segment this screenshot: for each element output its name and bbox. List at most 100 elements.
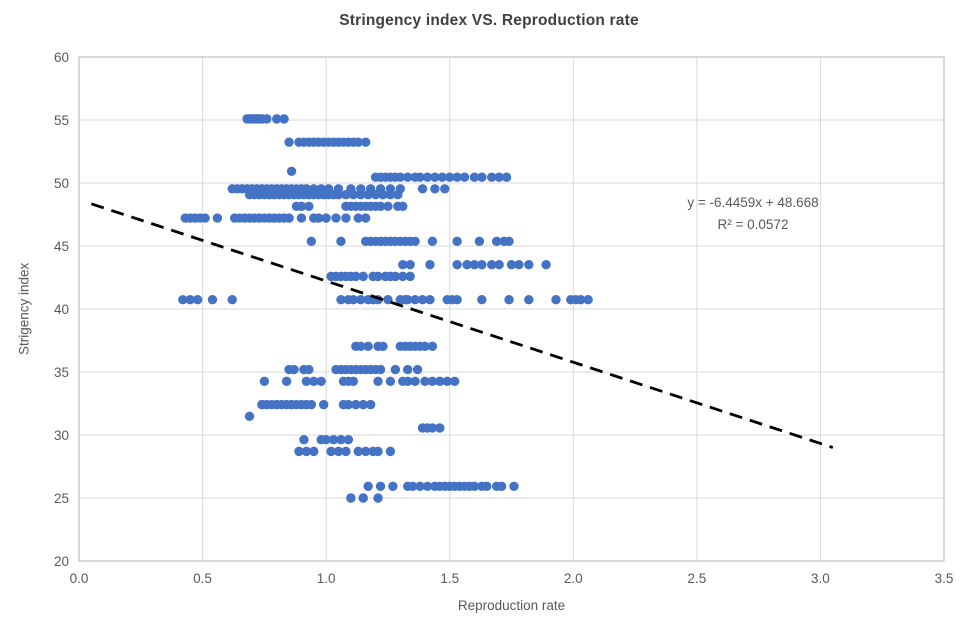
data-point (373, 271, 383, 282)
data-point (321, 434, 331, 445)
y-tick-label: 20 (54, 554, 69, 569)
data-point (474, 236, 485, 247)
data-point (504, 236, 514, 247)
data-point (341, 446, 351, 457)
data-point (358, 399, 368, 410)
data-point (405, 271, 415, 282)
data-point (333, 190, 344, 200)
data-point (343, 399, 354, 410)
data-point (398, 259, 408, 270)
data-point (430, 172, 440, 182)
data-point (279, 114, 289, 124)
data-point (491, 236, 502, 247)
y-axis-title: Strigency index (16, 262, 32, 356)
data-point (286, 166, 297, 176)
data-point (383, 201, 393, 212)
data-point (321, 213, 331, 223)
data-point (356, 190, 366, 200)
data-point (353, 137, 363, 147)
data-point (336, 294, 346, 305)
data-point (417, 294, 428, 305)
x-tick-label: 0.0 (70, 571, 89, 586)
data-point (435, 376, 445, 387)
trendline-r-squared: R² = 0.0572 (717, 217, 789, 232)
data-point (452, 172, 462, 182)
data-point (385, 446, 396, 457)
data-point (363, 481, 373, 491)
y-tick-label: 25 (54, 491, 69, 506)
data-point (407, 481, 418, 491)
x-tick-label: 0.5 (193, 571, 212, 586)
data-point (469, 481, 480, 491)
data-point (363, 341, 373, 351)
data-point (410, 236, 420, 247)
data-point (482, 481, 492, 491)
trendline (90, 202, 834, 449)
data-point (318, 399, 329, 410)
data-point (437, 172, 447, 182)
data-point (385, 376, 396, 387)
data-point (326, 446, 336, 457)
data-point (452, 294, 462, 305)
data-point (375, 201, 386, 212)
data-point (346, 493, 356, 503)
data-point (449, 376, 460, 387)
data-point (452, 259, 462, 270)
y-tick-label: 60 (54, 50, 69, 65)
x-tick-label: 1.0 (317, 571, 336, 586)
data-point (316, 376, 326, 387)
y-tick-label: 50 (54, 176, 69, 191)
data-point (358, 271, 368, 282)
data-point (296, 201, 307, 212)
data-point (353, 446, 363, 457)
data-point (477, 172, 487, 182)
x-tick-label: 1.5 (440, 571, 459, 586)
data-point (440, 184, 450, 194)
data-point (373, 493, 383, 503)
x-tick-label: 3.5 (935, 571, 954, 586)
data-point (356, 294, 366, 305)
data-point (501, 172, 512, 182)
data-point (309, 376, 319, 387)
plot-border (78, 56, 945, 562)
data-point (336, 434, 346, 445)
data-point (301, 376, 312, 387)
x-axis-title: Reproduction rate (457, 598, 566, 613)
data-point (551, 294, 561, 305)
data-point (403, 376, 413, 387)
data-point (348, 294, 359, 305)
data-point (506, 259, 517, 270)
data-point (185, 294, 195, 305)
data-point (365, 399, 376, 410)
data-point (412, 364, 423, 375)
data-point (336, 236, 346, 247)
data-point (200, 213, 210, 223)
y-tick-label: 45 (54, 239, 69, 254)
data-point (393, 190, 403, 200)
data-point (487, 259, 497, 270)
data-point (425, 294, 435, 305)
data-point (496, 481, 507, 491)
data-point (259, 376, 270, 387)
data-point (343, 434, 354, 445)
data-point (417, 184, 428, 194)
data-point (281, 376, 292, 387)
data-point (358, 493, 368, 503)
data-point (494, 259, 504, 270)
data-point (272, 114, 282, 124)
data-point (331, 213, 341, 223)
data-point (375, 481, 386, 491)
data-point (427, 341, 438, 351)
data-point (294, 446, 304, 457)
data-point (289, 364, 299, 375)
data-point (395, 172, 405, 182)
data-point (415, 481, 425, 491)
data-point (459, 172, 470, 182)
data-point (314, 213, 324, 223)
data-point (284, 137, 294, 147)
data-point (576, 294, 586, 305)
data-point (420, 341, 430, 351)
data-point (452, 236, 462, 247)
data-point (390, 271, 401, 282)
